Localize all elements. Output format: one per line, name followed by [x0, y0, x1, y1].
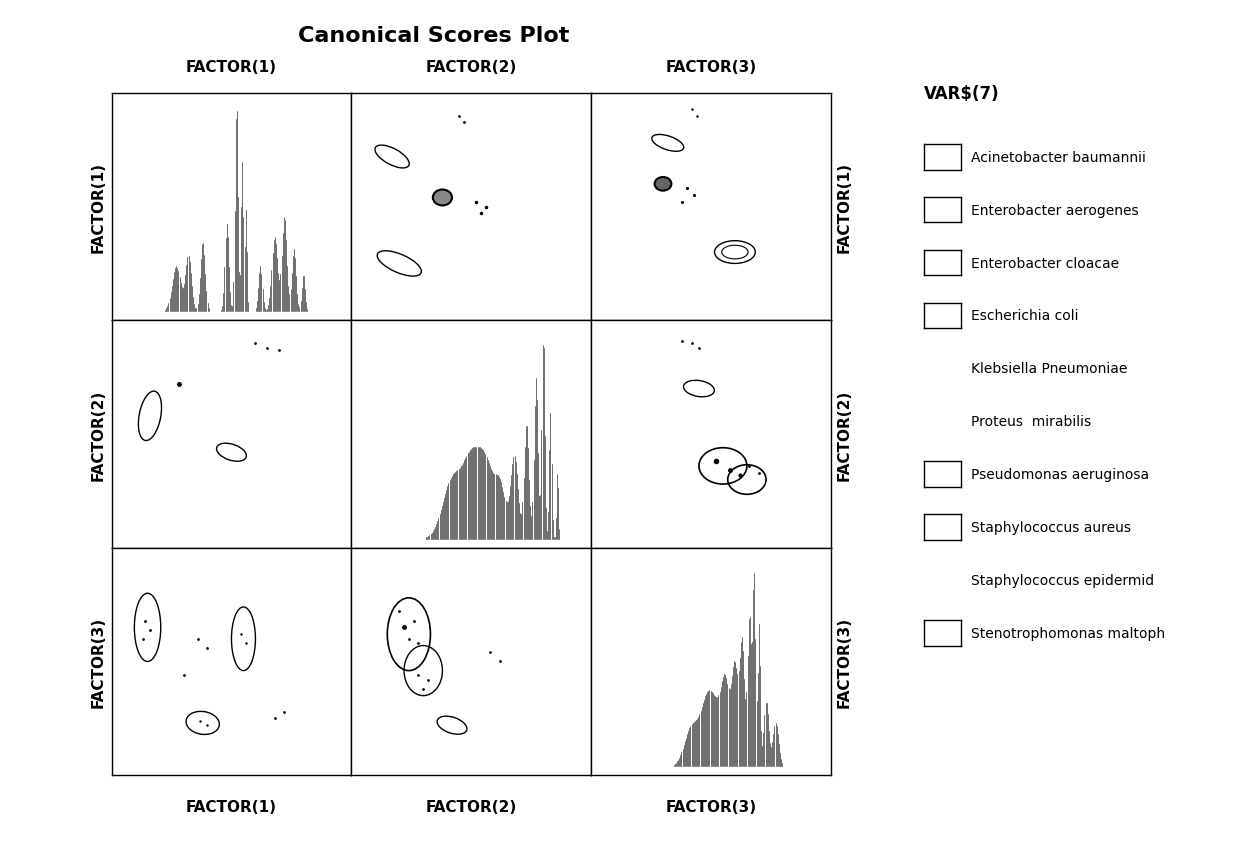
Ellipse shape [655, 178, 671, 192]
Text: FACTOR(1): FACTOR(1) [837, 162, 852, 253]
Text: FACTOR(1): FACTOR(1) [186, 60, 277, 75]
Text: FACTOR(2): FACTOR(2) [837, 389, 852, 480]
Text: Escherichia coli: Escherichia coli [971, 309, 1079, 323]
Text: FACTOR(3): FACTOR(3) [837, 616, 852, 707]
Text: FACTOR(2): FACTOR(2) [91, 389, 105, 480]
Text: Pseudomonas aeruginosa: Pseudomonas aeruginosa [971, 468, 1149, 481]
Text: VAR$(7): VAR$(7) [924, 85, 999, 103]
Text: FACTOR(3): FACTOR(3) [91, 616, 105, 707]
Text: Enterobacter cloacae: Enterobacter cloacae [971, 256, 1118, 270]
Ellipse shape [433, 190, 453, 206]
Text: FACTOR(2): FACTOR(2) [425, 799, 517, 815]
Text: Staphylococcus aureus: Staphylococcus aureus [971, 521, 1131, 534]
Text: Stenotrophomonas maltoph: Stenotrophomonas maltoph [971, 626, 1166, 640]
Text: Canonical Scores Plot: Canonical Scores Plot [299, 26, 569, 45]
Text: FACTOR(3): FACTOR(3) [666, 799, 756, 815]
Text: FACTOR(3): FACTOR(3) [666, 60, 756, 75]
Text: Proteus  mirabilis: Proteus mirabilis [971, 415, 1091, 429]
Text: FACTOR(1): FACTOR(1) [91, 162, 105, 253]
Text: Acinetobacter baumannii: Acinetobacter baumannii [971, 151, 1146, 164]
Text: Klebsiella Pneumoniae: Klebsiella Pneumoniae [971, 362, 1127, 376]
Text: FACTOR(2): FACTOR(2) [425, 60, 517, 75]
Text: FACTOR(1): FACTOR(1) [186, 799, 277, 815]
Text: Enterobacter aerogenes: Enterobacter aerogenes [971, 204, 1138, 217]
Text: Staphylococcus epidermid: Staphylococcus epidermid [971, 573, 1154, 587]
